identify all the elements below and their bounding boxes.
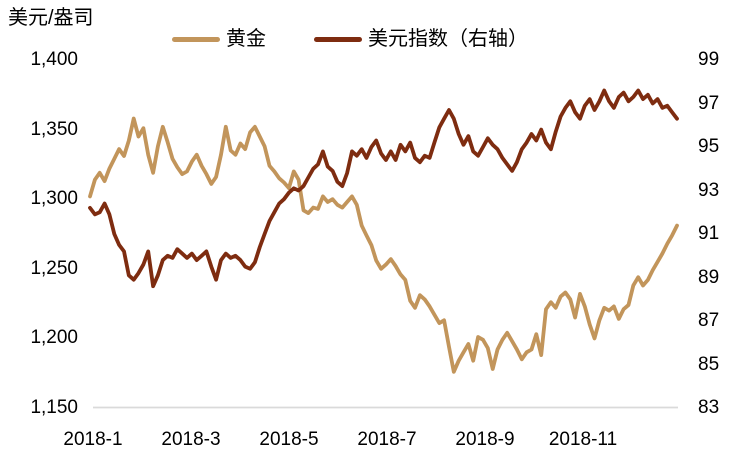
- legend: 黄金 美元指数（右轴）: [172, 26, 528, 52]
- left-axis-tick: 1,200: [30, 327, 78, 348]
- right-axis-tick: 97: [698, 93, 720, 114]
- right-axis-tick: 87: [698, 310, 720, 331]
- left-axis-tick: 1,250: [30, 258, 78, 279]
- right-axis-tick: 95: [698, 136, 720, 157]
- right-axis-tick: 89: [698, 267, 720, 288]
- x-axis-tick: 2018-5: [259, 429, 319, 450]
- right-axis-tick: 99: [698, 49, 720, 70]
- right-axis-tick: 93: [698, 180, 720, 201]
- right-axis-tick: 85: [698, 354, 720, 375]
- left-axis-tick: 1,300: [30, 188, 78, 209]
- left-axis-tick: 1,350: [30, 119, 78, 140]
- right-axis-tick: 91: [698, 223, 720, 244]
- x-axis-tick: 2018-11: [548, 429, 618, 450]
- x-axis-tick: 2018-9: [455, 429, 515, 450]
- usd-index-legend-label: 美元指数（右轴）: [368, 28, 528, 50]
- x-axis-tick: 2018-1: [63, 429, 123, 450]
- right-axis-tick: 83: [698, 397, 720, 418]
- gold-legend-label: 黄金: [226, 28, 266, 50]
- left-axis-tick: 1,150: [30, 397, 78, 418]
- legend-item-usd-index: 美元指数（右轴）: [314, 26, 528, 52]
- gold-series-line: [88, 116, 679, 374]
- left-axis-tick: 1,400: [30, 49, 78, 70]
- y-axis-unit-label: 美元/盎司: [8, 7, 94, 29]
- x-axis-tick: 2018-7: [357, 429, 417, 450]
- usd-index-legend-line-icon: [314, 36, 362, 42]
- x-axis-tick: 2018-3: [161, 429, 221, 450]
- usd-index-series-line: [88, 88, 679, 289]
- gold-legend-line-icon: [172, 36, 220, 42]
- legend-item-gold: 黄金: [172, 26, 266, 52]
